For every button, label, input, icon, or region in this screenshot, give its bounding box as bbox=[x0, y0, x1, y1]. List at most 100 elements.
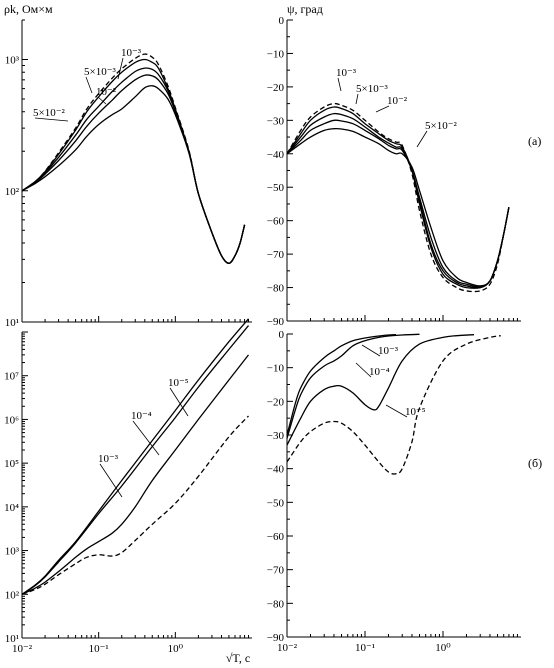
panel-b-rho-x-tick-label: 10⁻² bbox=[12, 643, 33, 655]
panel-a-psi-curve-label: 5×10⁻² bbox=[425, 120, 458, 132]
panel-a-rho-label-leader bbox=[85, 76, 93, 94]
panel-a-psi-curve-label: 10⁻² bbox=[387, 95, 408, 107]
panel-a-psi-y-tick-label: −60 bbox=[267, 216, 285, 228]
panel-a-psi-dashed-curve bbox=[286, 102, 510, 293]
panel-b-psi-curve-1 bbox=[286, 334, 397, 436]
panel-a-rho-curve-label: 5×10⁻³ bbox=[84, 66, 117, 78]
panel-b-psi-y-tick-label: −20 bbox=[267, 396, 285, 408]
panel-a-psi-label-leader bbox=[375, 105, 390, 113]
panel-b-psi-chart: (б) 10⁻² 10⁻¹ 10⁰ 0 −10 −20 −30 −40 −50 −60 −70 −80… bbox=[267, 329, 542, 654]
panel-a-psi-curve-3 bbox=[286, 119, 510, 288]
panel-a-rho-ylabel: ρk, Ом×м bbox=[4, 2, 53, 16]
panel-b-rho-label-leader bbox=[132, 420, 160, 456]
panel-b-psi-y-tick-label: −70 bbox=[267, 565, 285, 577]
panel-b-rho-curve-1 bbox=[21, 318, 249, 595]
panel-a-rho-label-leader bbox=[97, 96, 107, 105]
panel-b-rho-y-tick-label: 10⁶ bbox=[4, 414, 19, 426]
panel-b-psi-y-tick-label: −10 bbox=[267, 363, 285, 375]
panel-a-psi-y-tick-label: −70 bbox=[267, 249, 285, 261]
panel-a-rho-y-tick-label: 10³ bbox=[5, 55, 20, 67]
panel-b-psi-curve-label: 10⁻³ bbox=[378, 345, 399, 357]
panel-b-rho-series bbox=[21, 318, 250, 595]
panel-a-psi-y-tick-label: −20 bbox=[267, 82, 285, 94]
panel-b-rho-y-tick-label: 10⁷ bbox=[4, 371, 19, 383]
panel-b-rho-curve-label: 10⁻³ bbox=[98, 453, 119, 465]
panel-b-psi-y-tick-label: −30 bbox=[267, 430, 285, 442]
panel-b-rho-curve-label: 10⁻⁴ bbox=[131, 410, 152, 422]
panel-b-psi-label-leader bbox=[385, 404, 408, 418]
panel-b-rho-chart: √T, с 10⁻² 10⁻¹ 10⁰10¹10²10³10⁴10⁵10⁶10⁷10… bbox=[4, 318, 252, 665]
panel-b-psi-x-tick-label: 10⁻² bbox=[277, 642, 298, 654]
panel-b-rho-y-tick-label: 10⁵ bbox=[4, 458, 19, 470]
panel-a-psi-y-tick-label: −90 bbox=[267, 316, 285, 328]
panel-b-rho-curve-labels: 10⁻³ 10⁻⁴ 10⁻⁵ bbox=[98, 377, 189, 498]
panel-tag-b: (б) bbox=[528, 456, 542, 470]
panel-b-rho-y-tick-label: 10² bbox=[5, 589, 20, 601]
panel-b-psi-y-tick-label: 0 bbox=[279, 329, 285, 341]
panel-a-rho-curve-labels: 10⁻³ 5×10⁻³ 10⁻² 5×10⁻² bbox=[33, 47, 142, 122]
panel-a-psi-curve-label: 10⁻³ bbox=[336, 67, 357, 79]
panel-a-rho-y-tick-label: 10² bbox=[5, 186, 20, 198]
panel-a-rho-dashed-curve bbox=[21, 53, 246, 264]
panel-b-rho-axes: 10⁻² 10⁻¹ 10⁰ 10¹ 10² 10³ 10⁴ 10⁵ 10⁶ 10⁷ bbox=[4, 331, 252, 655]
panel-a-psi-y-tick-label: −10 bbox=[267, 48, 285, 60]
panel-a-rho-curve-2 bbox=[21, 67, 246, 264]
panel-a-rho-label-leader bbox=[117, 57, 124, 80]
panel-b-psi-curve-label: 10⁻⁵ bbox=[405, 406, 426, 418]
panel-a-rho-curve-label: 10⁻³ bbox=[121, 47, 142, 59]
panel-a-rho-chart: ρk, Ом×м 10¹ 10² 10³ 10⁻³ 5×10⁻³ 10⁻² 5×10⁻² bbox=[4, 2, 252, 329]
panel-a-rho-curve-label: 10⁻² bbox=[96, 86, 117, 98]
panel-a-psi-axes: 0 −10 −20 −30 −40 −50 −60 −70 −80 −90 bbox=[267, 15, 521, 328]
panel-b-psi-label-leader bbox=[361, 344, 381, 357]
panel-b-rho-y-tick-label: 10³ bbox=[5, 546, 20, 558]
panel-a-rho-axes: 10¹ 10² 10³ bbox=[5, 19, 252, 329]
panel-b-rho-curve-label: 10⁻⁵ bbox=[168, 377, 189, 389]
panel-b-psi-x-tick-label: 10⁻¹ bbox=[355, 642, 375, 654]
panel-b-rho-x-tick-label: 10⁰ bbox=[168, 643, 184, 655]
panel-b-rho-label-leader bbox=[99, 463, 123, 498]
panel-b-rho-y-tick-label: 10¹ bbox=[5, 633, 19, 645]
panel-a-rho-curve-label: 5×10⁻² bbox=[33, 107, 66, 119]
panel-a-psi-y-tick-label: 0 bbox=[279, 15, 285, 27]
panel-b-psi-dashed-curve bbox=[286, 335, 501, 475]
panel-a-psi-y-tick-label: −50 bbox=[267, 182, 285, 194]
panel-tag-a: (а) bbox=[528, 134, 541, 148]
panel-a-psi-ylabel: ψ, град bbox=[287, 2, 323, 16]
panel-b-psi-curve-label: 10⁻⁴ bbox=[369, 366, 390, 378]
panel-a-rho-y-tick-label: 10¹ bbox=[5, 317, 19, 329]
panel-b-psi-series bbox=[286, 333, 501, 475]
panel-a-psi-label-leader bbox=[355, 93, 359, 105]
panel-b-psi-y-tick-label: −50 bbox=[267, 497, 285, 509]
panel-a-psi-y-tick-label: −80 bbox=[267, 283, 285, 295]
panel-b-psi-curve-2 bbox=[286, 333, 420, 439]
panel-b-psi-label-leader bbox=[355, 362, 372, 378]
panel-a-psi-curve-labels: 10⁻³ 5×10⁻³10⁻² 5×10⁻² bbox=[336, 67, 458, 148]
panel-a-psi-label-leader bbox=[416, 130, 428, 148]
x-axis-label: √T, с bbox=[226, 651, 250, 665]
panel-b-rho-curve-3 bbox=[21, 354, 250, 595]
panel-a-rho-label-leader bbox=[34, 117, 69, 122]
panel-a-psi-series bbox=[286, 102, 510, 293]
panel-a-psi-y-tick-label: −40 bbox=[267, 149, 285, 161]
panel-b-psi-y-tick-label: −60 bbox=[267, 531, 285, 543]
panel-b-psi-curve-3 bbox=[286, 334, 475, 446]
panel-b-psi-axes: 10⁻² 10⁻¹ 10⁰ 0 −10 −20 −30 −40 −50 −60 −70 −80 −90 bbox=[267, 329, 521, 654]
panel-b-psi-y-tick-label: −80 bbox=[267, 598, 285, 610]
panel-b-rho-label-leader bbox=[169, 387, 189, 417]
panel-b-rho-dashed-curve bbox=[21, 415, 249, 595]
panel-a-psi-label-leader bbox=[337, 77, 342, 92]
panel-a-psi-y-tick-label: −30 bbox=[267, 115, 285, 127]
panel-b-psi-curve-labels: 10⁻³ 10⁻⁴ 10⁻⁵ bbox=[355, 344, 426, 418]
panel-b-rho-x-tick-label: 10⁻¹ bbox=[89, 643, 109, 655]
panel-b-rho-curve-2 bbox=[21, 325, 250, 595]
panel-a-psi-curve-1 bbox=[286, 106, 510, 289]
panel-a-rho-series bbox=[21, 53, 246, 264]
panel-a-psi-chart: ψ, град (а) 0 −10 −20 −30 −40 −50 −60 −70 −80 −90… bbox=[267, 2, 542, 328]
panel-b-psi-y-tick-label: −90 bbox=[267, 632, 285, 644]
panel-b-psi-x-tick-label: 10⁰ bbox=[435, 642, 451, 654]
panel-a-psi-curve-2 bbox=[286, 112, 510, 289]
panel-a-psi-curve-label: 5×10⁻³ bbox=[356, 83, 389, 95]
panel-a-psi-curve-4 bbox=[286, 127, 510, 287]
panel-b-psi-y-tick-label: −40 bbox=[267, 464, 285, 476]
